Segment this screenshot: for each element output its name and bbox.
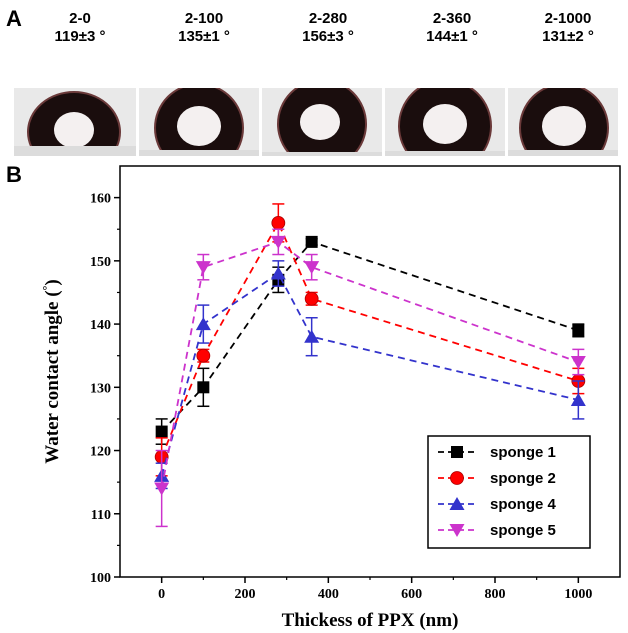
data-point xyxy=(196,348,211,363)
data-point xyxy=(304,329,320,343)
data-point xyxy=(271,216,286,230)
y-tick-label: 160 xyxy=(90,192,111,207)
x-tick-label: 1000 xyxy=(564,587,592,602)
y-tick-label: 130 xyxy=(90,381,111,396)
droplet-sample-name: 2-0 xyxy=(69,10,91,27)
legend-marker xyxy=(449,524,465,537)
legend-label: sponge 5 xyxy=(490,522,556,539)
data-point xyxy=(195,261,211,275)
data-point xyxy=(197,381,210,394)
series-line xyxy=(161,240,579,433)
data-point xyxy=(304,261,320,275)
legend-marker xyxy=(451,446,463,458)
droplet-contact-angle: 156±3 ° xyxy=(302,28,354,45)
droplet-photo-4 xyxy=(385,88,505,156)
y-axis-label: Water contact angle (°) xyxy=(40,279,63,463)
droplet-sample-name: 2-360 xyxy=(432,10,472,27)
y-tick-label: 140 xyxy=(90,318,111,333)
series-sponge-5 xyxy=(154,228,586,528)
droplet-caption-4: 2-360 144±1 ° xyxy=(390,10,514,46)
droplet-photo-5 xyxy=(508,88,618,156)
data-point xyxy=(155,425,168,438)
chart-series-layer xyxy=(154,203,586,528)
y-tick-label: 100 xyxy=(90,571,111,586)
droplet-photo-1 xyxy=(14,88,136,156)
panel-label-b: B xyxy=(6,162,22,187)
x-tick-label: 600 xyxy=(401,587,422,602)
legend-label: sponge 2 xyxy=(490,470,556,487)
series-line xyxy=(160,272,579,477)
droplet-contact-angle: 144±1 ° xyxy=(426,28,478,45)
data-point xyxy=(570,392,586,406)
legend-marker xyxy=(450,471,464,485)
panel-label-a: A xyxy=(6,6,22,31)
droplet-sample-name: 2-1000 xyxy=(544,10,592,27)
droplet-contact-angle: 135±1 ° xyxy=(178,28,230,45)
y-tick-label: 150 xyxy=(90,255,111,270)
droplet-sample-name: 2-280 xyxy=(308,10,348,27)
chart-legend: sponge 1 sponge 2 sponge 4 sponge 5 xyxy=(427,435,591,549)
y-tick-label: 110 xyxy=(91,508,111,523)
data-point xyxy=(154,482,170,496)
x-tick-label: 200 xyxy=(235,587,256,602)
droplet-caption-5: 2-1000 131±2 ° xyxy=(506,10,628,46)
droplet-sample-name: 2-100 xyxy=(184,10,224,27)
legend-label: sponge 1 xyxy=(490,444,556,461)
data-point xyxy=(572,324,585,337)
data-point xyxy=(270,235,286,249)
x-axis-label: Thickess of PPX (nm) xyxy=(282,610,459,631)
x-tick-label: 400 xyxy=(318,587,339,602)
droplet-caption-2: 2-100 135±1 ° xyxy=(142,10,266,46)
series-sponge-2 xyxy=(154,203,586,477)
legend-marker xyxy=(449,497,465,510)
droplet-photo-2 xyxy=(139,88,259,156)
data-point xyxy=(270,266,286,280)
droplet-caption-1: 2-0 119±3 ° xyxy=(18,10,142,46)
data-point xyxy=(304,291,319,306)
droplet-contact-angle: 131±2 ° xyxy=(542,28,594,45)
chart-axes-layer: 0 200 400 600 800 1000 100 110 120 130 140 150 160 xyxy=(90,192,592,602)
data-point xyxy=(305,235,318,248)
x-tick-label: 800 xyxy=(485,587,506,602)
data-point xyxy=(570,356,586,370)
x-tick-label: 0 xyxy=(158,587,165,602)
series-line xyxy=(160,220,579,458)
droplet-caption-3: 2-280 156±3 ° xyxy=(266,10,390,46)
droplet-photo-3 xyxy=(262,88,382,156)
y-tick-label: 120 xyxy=(90,445,111,460)
droplet-contact-angle: 119±3 ° xyxy=(54,28,106,45)
data-point xyxy=(195,317,211,331)
series-sponge-1 xyxy=(155,235,585,445)
legend-label: sponge 4 xyxy=(490,496,557,513)
